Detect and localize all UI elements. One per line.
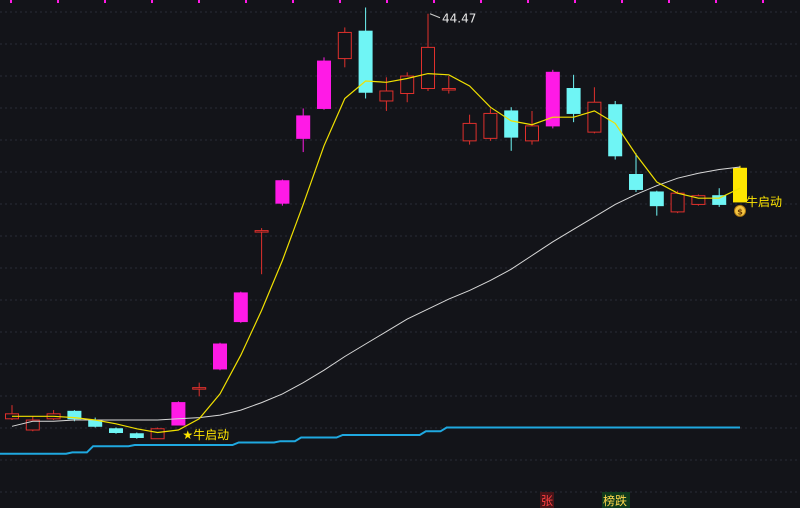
grid-lines <box>0 11 800 493</box>
ma-fast-line <box>12 72 741 434</box>
candle-body <box>296 115 311 139</box>
candle-body <box>150 428 165 440</box>
top-tick <box>386 0 388 3</box>
candle <box>46 410 61 421</box>
top-tick <box>574 0 576 3</box>
candle-body <box>129 433 144 438</box>
candle <box>733 165 747 203</box>
candle-body <box>629 174 643 190</box>
money-bag-icon: $ <box>734 204 746 217</box>
candle <box>441 76 456 94</box>
candle-body <box>649 191 664 207</box>
top-tick-marks <box>10 0 764 3</box>
top-tick <box>527 0 529 3</box>
candle <box>649 190 664 216</box>
candle <box>296 108 311 153</box>
candle <box>317 57 331 110</box>
candle-body <box>400 75 415 94</box>
candle <box>421 13 435 91</box>
candle-body <box>525 125 539 142</box>
candle <box>213 342 227 371</box>
ma-slow-line <box>11 166 741 427</box>
top-tick <box>668 0 670 3</box>
candle <box>587 87 602 134</box>
candle <box>504 107 519 151</box>
candle <box>5 405 19 421</box>
top-tick <box>292 0 294 3</box>
step-indicator-line <box>0 426 740 455</box>
candle <box>109 427 123 434</box>
candle <box>233 291 248 323</box>
candle-body <box>109 428 123 434</box>
candle <box>150 427 165 440</box>
candle-body <box>670 192 685 213</box>
candle-body <box>192 387 207 390</box>
candle-body <box>504 110 519 138</box>
top-tick <box>480 0 482 3</box>
candles <box>5 7 747 440</box>
candle-body <box>483 112 498 139</box>
candle <box>608 100 623 160</box>
top-tick <box>433 0 435 3</box>
candle <box>629 153 643 192</box>
candle <box>192 382 207 397</box>
candle-body <box>608 104 623 157</box>
bottom-tag-bang-die: 榜跌 <box>602 492 630 508</box>
candle-body <box>213 343 227 370</box>
top-tick <box>245 0 247 3</box>
candle <box>483 108 498 141</box>
signal-label-bull-start-1: ★牛启动 <box>182 427 229 442</box>
top-tick <box>10 0 12 3</box>
candle <box>400 72 415 103</box>
candle <box>67 410 82 422</box>
top-tick <box>715 0 717 3</box>
high-price-label: 44.47 <box>442 12 476 26</box>
candle-body <box>317 60 331 109</box>
candle-body <box>462 122 477 142</box>
candle-body <box>171 402 186 426</box>
candle <box>254 228 269 275</box>
candle-body <box>337 31 352 60</box>
top-tick <box>151 0 153 3</box>
candle-body <box>421 46 435 90</box>
candle-body <box>587 101 602 133</box>
signal-label-bull-start-2: 牛启动 <box>746 194 782 209</box>
candle-body <box>441 88 456 91</box>
top-tick <box>104 0 106 3</box>
candle-body <box>67 410 82 420</box>
candle-body <box>275 180 290 204</box>
svg-text:张: 张 <box>541 494 553 508</box>
candle-body <box>233 292 248 323</box>
top-tick <box>198 0 200 3</box>
top-tick <box>339 0 341 3</box>
candle <box>358 7 373 99</box>
candle-body <box>691 195 706 205</box>
top-tick <box>762 0 764 3</box>
candle-body <box>733 167 747 203</box>
high-price-marker: 44.47 <box>429 12 476 26</box>
svg-text:榜跌: 榜跌 <box>603 493 627 508</box>
candle-body <box>545 71 560 127</box>
candle <box>337 27 352 68</box>
svg-text:$: $ <box>737 207 743 216</box>
candle-body <box>25 419 40 431</box>
candle-body <box>358 30 373 93</box>
candle-body <box>254 230 269 233</box>
candle <box>171 401 186 426</box>
candle <box>129 432 144 439</box>
candle <box>275 179 290 206</box>
candle-body <box>566 88 581 114</box>
top-tick <box>57 0 59 3</box>
candle <box>545 69 560 129</box>
candle-body <box>379 90 394 102</box>
candle <box>566 74 581 123</box>
candle <box>525 110 539 145</box>
candle <box>25 416 40 432</box>
candle <box>691 194 706 206</box>
candle-body <box>712 195 727 205</box>
top-tick <box>621 0 623 3</box>
bottom-tag-zhang: 张 <box>540 492 554 508</box>
candle <box>462 114 477 145</box>
